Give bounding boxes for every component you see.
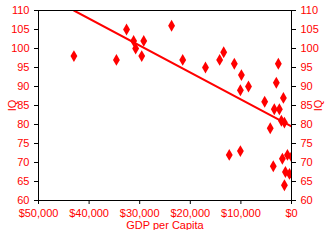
svg-text:60: 60 — [17, 194, 29, 206]
svg-text:95: 95 — [301, 61, 313, 73]
svg-text:$40,000: $40,000 — [69, 207, 109, 219]
svg-text:110: 110 — [12, 4, 30, 16]
svg-text:105: 105 — [11, 23, 29, 35]
svg-text:80: 80 — [17, 118, 29, 130]
svg-text:75: 75 — [301, 137, 313, 149]
svg-text:70: 70 — [17, 156, 29, 168]
svg-text:$50,000: $50,000 — [19, 207, 59, 219]
svg-text:110: 110 — [301, 4, 319, 16]
svg-text:100: 100 — [301, 42, 319, 54]
svg-text:90: 90 — [301, 80, 313, 92]
svg-text:$0: $0 — [285, 207, 297, 219]
svg-text:70: 70 — [301, 156, 313, 168]
svg-text:IQ: IQ — [312, 99, 324, 111]
svg-text:$20,000: $20,000 — [170, 207, 210, 219]
svg-text:100: 100 — [11, 42, 29, 54]
svg-text:$30,000: $30,000 — [120, 207, 160, 219]
svg-text:65: 65 — [17, 175, 29, 187]
svg-text:GDP per Capita: GDP per Capita — [126, 219, 204, 230]
svg-text:85: 85 — [17, 99, 29, 111]
svg-text:105: 105 — [301, 23, 319, 35]
svg-text:90: 90 — [17, 80, 29, 92]
svg-text:$10,000: $10,000 — [221, 207, 261, 219]
svg-text:95: 95 — [17, 61, 29, 73]
svg-text:75: 75 — [17, 137, 29, 149]
svg-text:60: 60 — [301, 194, 313, 206]
svg-text:85: 85 — [300, 99, 313, 111]
svg-text:IQ: IQ — [6, 99, 18, 111]
svg-text:65: 65 — [301, 175, 313, 187]
svg-text:80: 80 — [301, 118, 313, 130]
